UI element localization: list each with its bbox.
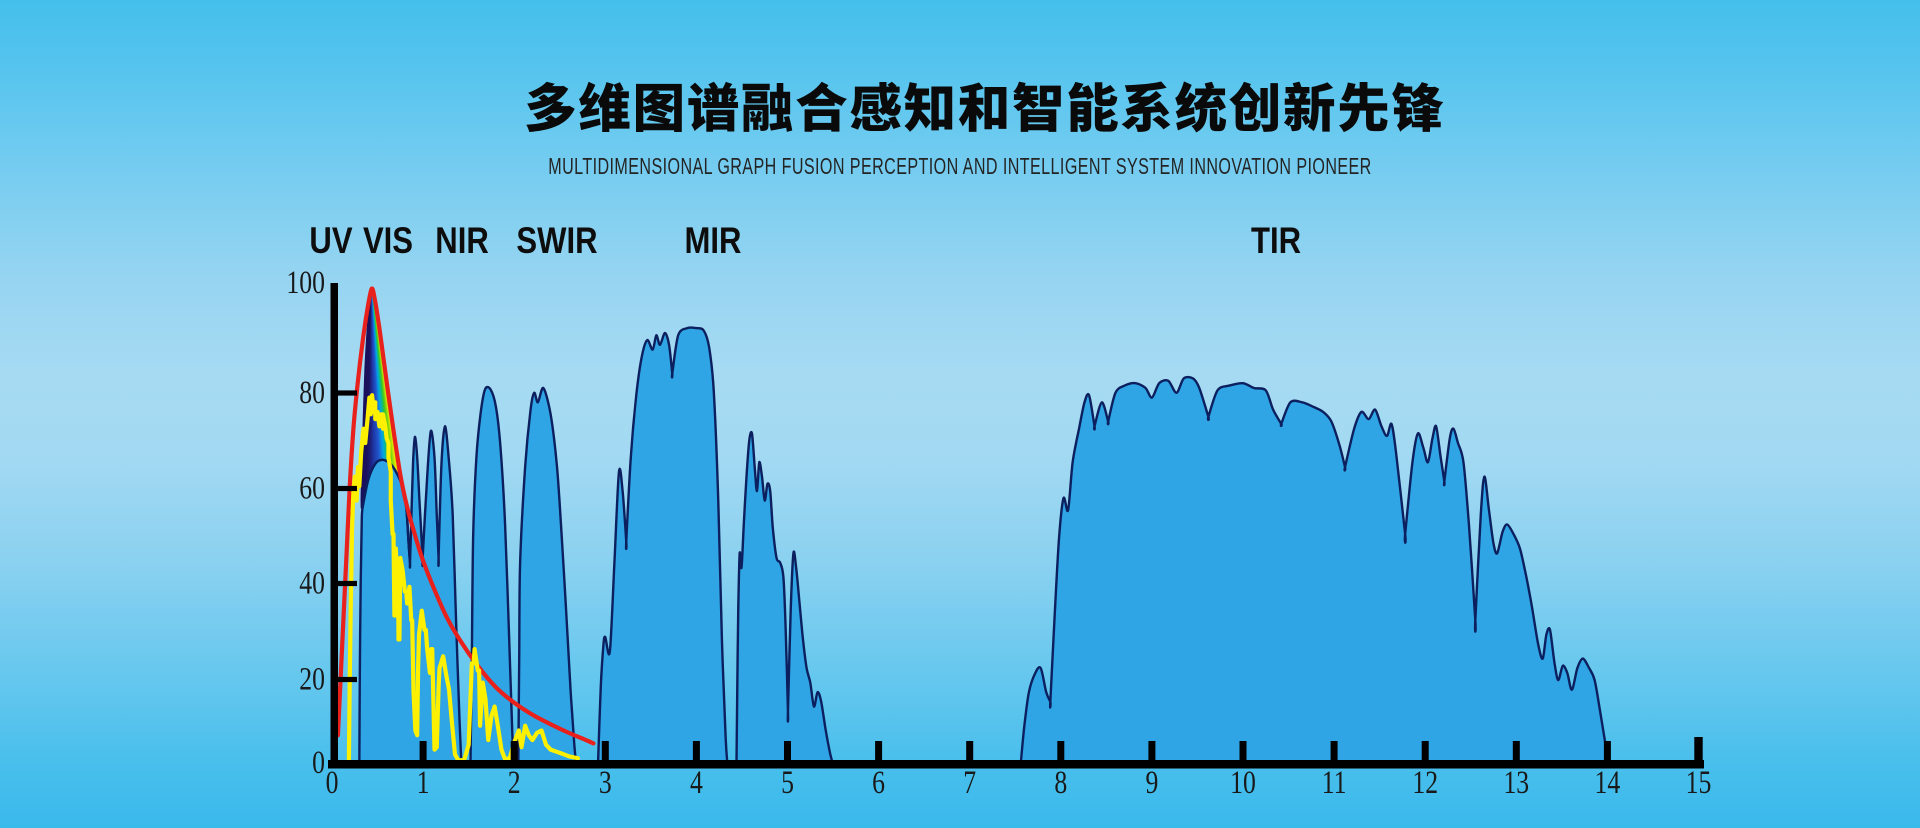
- svg-text:20: 20: [299, 662, 325, 698]
- svg-text:14: 14: [1595, 765, 1621, 801]
- svg-text:13: 13: [1503, 765, 1529, 801]
- svg-text:3: 3: [599, 765, 612, 801]
- svg-text:40: 40: [299, 566, 325, 602]
- svg-text:9: 9: [1145, 765, 1158, 801]
- svg-text:80: 80: [299, 375, 325, 411]
- svg-text:12: 12: [1412, 765, 1438, 801]
- svg-text:MIR: MIR: [685, 221, 742, 262]
- svg-text:1: 1: [417, 765, 430, 801]
- svg-text:4: 4: [690, 765, 703, 801]
- svg-text:6: 6: [872, 765, 885, 801]
- svg-text:TIR: TIR: [1251, 221, 1301, 262]
- svg-text:SWIR: SWIR: [516, 221, 597, 262]
- svg-text:NIR: NIR: [435, 221, 489, 262]
- svg-text:0: 0: [312, 745, 325, 781]
- svg-text:11: 11: [1322, 765, 1347, 801]
- svg-text:0: 0: [326, 765, 339, 801]
- svg-text:5: 5: [781, 765, 794, 801]
- svg-text:60: 60: [299, 471, 325, 507]
- svg-text:VIS: VIS: [363, 221, 413, 262]
- svg-text:10: 10: [1230, 765, 1256, 801]
- svg-text:8: 8: [1054, 765, 1067, 801]
- svg-text:100: 100: [286, 265, 325, 301]
- svg-text:UV: UV: [309, 221, 352, 262]
- svg-text:7: 7: [963, 765, 976, 801]
- svg-text:2: 2: [508, 765, 521, 801]
- svg-text:15: 15: [1686, 765, 1712, 801]
